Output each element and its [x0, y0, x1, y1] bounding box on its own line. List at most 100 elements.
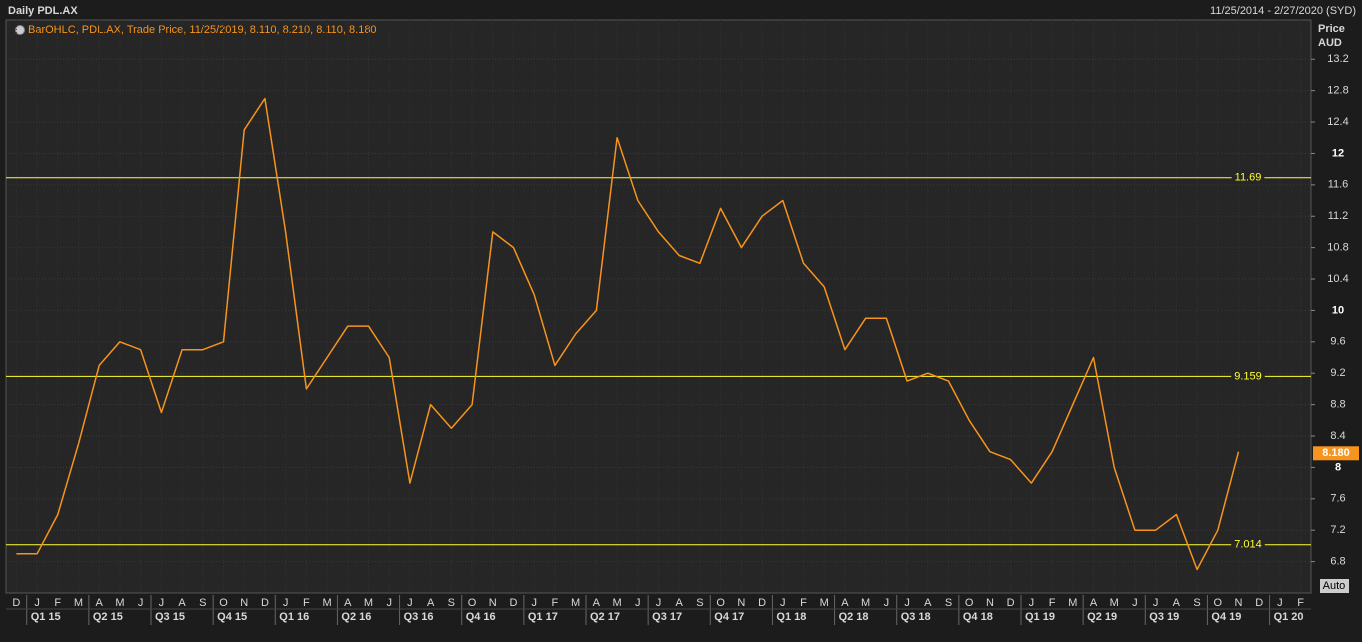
y-tick-label: 12.8 — [1327, 85, 1348, 97]
x-tick-label: J — [904, 597, 910, 609]
x-tick-label: A — [1173, 597, 1181, 609]
x-tick-label: J — [780, 597, 786, 609]
x-tick-label: O — [468, 597, 477, 609]
x-tick-label: J — [386, 597, 392, 609]
x-tick-label: J — [1029, 597, 1035, 609]
y-tick-label: 11.6 — [1328, 179, 1349, 191]
level-label: 9.159 — [1234, 370, 1262, 382]
x-tick-label: D — [261, 597, 269, 609]
x-tick-label: S — [1193, 597, 1200, 609]
quarter-label: Q4 17 — [714, 611, 744, 623]
y-tick-label: 7.6 — [1330, 493, 1345, 505]
x-tick-label: D — [1007, 597, 1015, 609]
y-tick-label: 11.2 — [1328, 210, 1349, 222]
quarter-label: Q3 15 — [155, 611, 185, 623]
x-tick-label: F — [552, 597, 559, 609]
x-tick-label: A — [1090, 597, 1098, 609]
quarter-label: Q4 19 — [1211, 611, 1241, 623]
quarter-label: Q4 18 — [963, 611, 993, 623]
quarter-label: Q1 15 — [31, 611, 61, 623]
x-tick-label: J — [283, 597, 289, 609]
x-tick-label: D — [12, 597, 20, 609]
quarter-label: Q3 19 — [1149, 611, 1179, 623]
x-tick-label: M — [1110, 597, 1119, 609]
x-tick-label: D — [1255, 597, 1263, 609]
quarter-label: Q4 16 — [466, 611, 496, 623]
quarter-label: Q1 19 — [1025, 611, 1055, 623]
level-label: 11.69 — [1235, 172, 1262, 184]
x-tick-label: A — [344, 597, 352, 609]
x-tick-label: A — [924, 597, 932, 609]
x-tick-label: J — [407, 597, 413, 609]
quarter-label: Q3 17 — [652, 611, 682, 623]
quarter-label: Q3 16 — [404, 611, 434, 623]
quarter-label: Q2 16 — [341, 611, 371, 623]
quarter-label: Q4 15 — [217, 611, 247, 623]
x-tick-label: A — [593, 597, 601, 609]
x-tick-label: S — [945, 597, 952, 609]
x-tick-label: O — [1214, 597, 1223, 609]
x-tick-label: O — [965, 597, 974, 609]
level-label-bg — [1231, 370, 1265, 383]
y-tick-label: 8 — [1335, 461, 1341, 473]
x-tick-label: J — [34, 597, 40, 609]
x-tick-label: S — [199, 597, 206, 609]
x-tick-label: J — [531, 597, 537, 609]
y-tick-label: 7.2 — [1330, 524, 1345, 536]
y-tick-label: 8.4 — [1330, 430, 1345, 442]
x-tick-label: O — [219, 597, 228, 609]
x-tick-label: M — [74, 597, 83, 609]
auto-button-label[interactable]: Auto — [1323, 580, 1346, 592]
level-label: 7.014 — [1234, 539, 1262, 551]
x-tick-label: D — [510, 597, 518, 609]
x-tick-label: N — [489, 597, 497, 609]
y-tick-label: 10.8 — [1327, 242, 1348, 254]
quarter-label: Q1 18 — [776, 611, 806, 623]
x-tick-label: O — [716, 597, 725, 609]
quarter-label: Q2 15 — [93, 611, 123, 623]
price-line — [16, 97, 1240, 571]
x-tick-label: M — [1068, 597, 1077, 609]
quarter-label: Q2 18 — [839, 611, 869, 623]
x-tick-label: N — [1235, 597, 1243, 609]
x-tick-label: J — [1277, 597, 1283, 609]
x-tick-label: M — [571, 597, 580, 609]
x-tick-label: N — [737, 597, 745, 609]
date-range: 11/25/2014 - 2/27/2020 (SYD) — [1210, 5, 1356, 17]
y-tick-label: 6.8 — [1330, 556, 1345, 568]
last-price-box — [1313, 446, 1359, 461]
x-tick-label: F — [1297, 597, 1304, 609]
x-tick-label: J — [1132, 597, 1138, 609]
x-tick-label: M — [115, 597, 124, 609]
last-price-label: 8.180 — [1322, 447, 1350, 459]
x-tick-label: F — [303, 597, 310, 609]
x-tick-label: A — [427, 597, 435, 609]
x-tick-label: J — [635, 597, 641, 609]
y-tick-label: 10.4 — [1327, 273, 1348, 285]
x-tick-label: D — [758, 597, 766, 609]
y-tick-label: 13.2 — [1327, 53, 1348, 65]
chart-title: Daily PDL.AX — [8, 5, 78, 17]
x-tick-label: F — [800, 597, 807, 609]
x-tick-label: S — [448, 597, 455, 609]
legend-icon[interactable] — [15, 25, 25, 35]
y-tick-label: 9.2 — [1330, 367, 1345, 379]
x-tick-label: F — [54, 597, 61, 609]
x-tick-label: A — [841, 597, 849, 609]
x-tick-label: J — [138, 597, 144, 609]
auto-button[interactable] — [1320, 579, 1349, 593]
x-tick-label: A — [676, 597, 684, 609]
x-tick-label: N — [986, 597, 994, 609]
x-tick-label: S — [696, 597, 703, 609]
quarter-label: Q3 18 — [901, 611, 931, 623]
quarter-label: Q1 16 — [279, 611, 309, 623]
y-tick-label: 10 — [1332, 304, 1344, 316]
x-tick-label: M — [861, 597, 870, 609]
x-tick-label: N — [240, 597, 248, 609]
y-tick-label: 12.4 — [1327, 116, 1348, 128]
plot-area — [5, 19, 1312, 594]
quarter-label: Q2 19 — [1087, 611, 1117, 623]
quarter-label: Q1 20 — [1274, 611, 1304, 623]
